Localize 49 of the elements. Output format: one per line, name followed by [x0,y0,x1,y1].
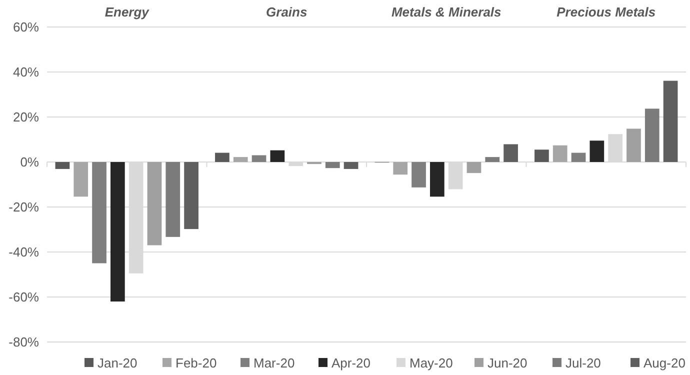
bar [644,108,660,162]
legend-label: Feb-20 [176,356,217,371]
y-tick-label: -40% [8,244,40,260]
y-tick-label: 20% [12,110,40,125]
legend-label: Apr-20 [332,356,371,371]
bar [430,162,444,197]
bar [393,162,408,175]
y-tick-label: 60% [12,20,40,35]
legend-label: Jul-20 [566,356,601,371]
bar [288,162,304,166]
bar [448,162,463,190]
bar [466,162,482,174]
legend-label: May-20 [410,356,453,371]
legend-label: Jun-20 [488,356,528,371]
y-tick-label: -60% [8,290,40,305]
bar [608,134,623,162]
bar [325,162,340,168]
bar [110,162,125,302]
bar [166,162,180,237]
x-tick-label: Metals & Minerals [391,4,502,20]
bar [412,162,426,188]
bar [504,144,518,162]
bar [534,150,549,162]
bar [92,162,106,264]
y-tick-label: -80% [8,334,40,350]
bar [485,157,500,162]
x-tick-label: Grains [266,4,308,20]
bar [147,162,162,246]
y-tick-label: -20% [8,200,40,215]
bar [626,128,641,162]
y-tick-label: 0% [20,154,40,170]
bar [215,152,230,162]
bar [590,140,604,162]
bar [344,162,358,169]
legend-label: Mar-20 [254,356,295,371]
legend-label: Jan-20 [98,356,138,371]
legend-label: Aug-20 [644,356,686,371]
bar [571,152,586,162]
y-tick-label: 40% [12,64,40,80]
bar [184,162,198,230]
bar [270,150,285,162]
bar [663,80,678,162]
x-tick-label: Energy [104,4,150,20]
bar [233,157,248,162]
bar [252,155,266,162]
bar [55,162,70,169]
x-tick-label: Precious Metals [556,4,656,20]
bar [552,145,568,162]
bar [74,162,88,197]
